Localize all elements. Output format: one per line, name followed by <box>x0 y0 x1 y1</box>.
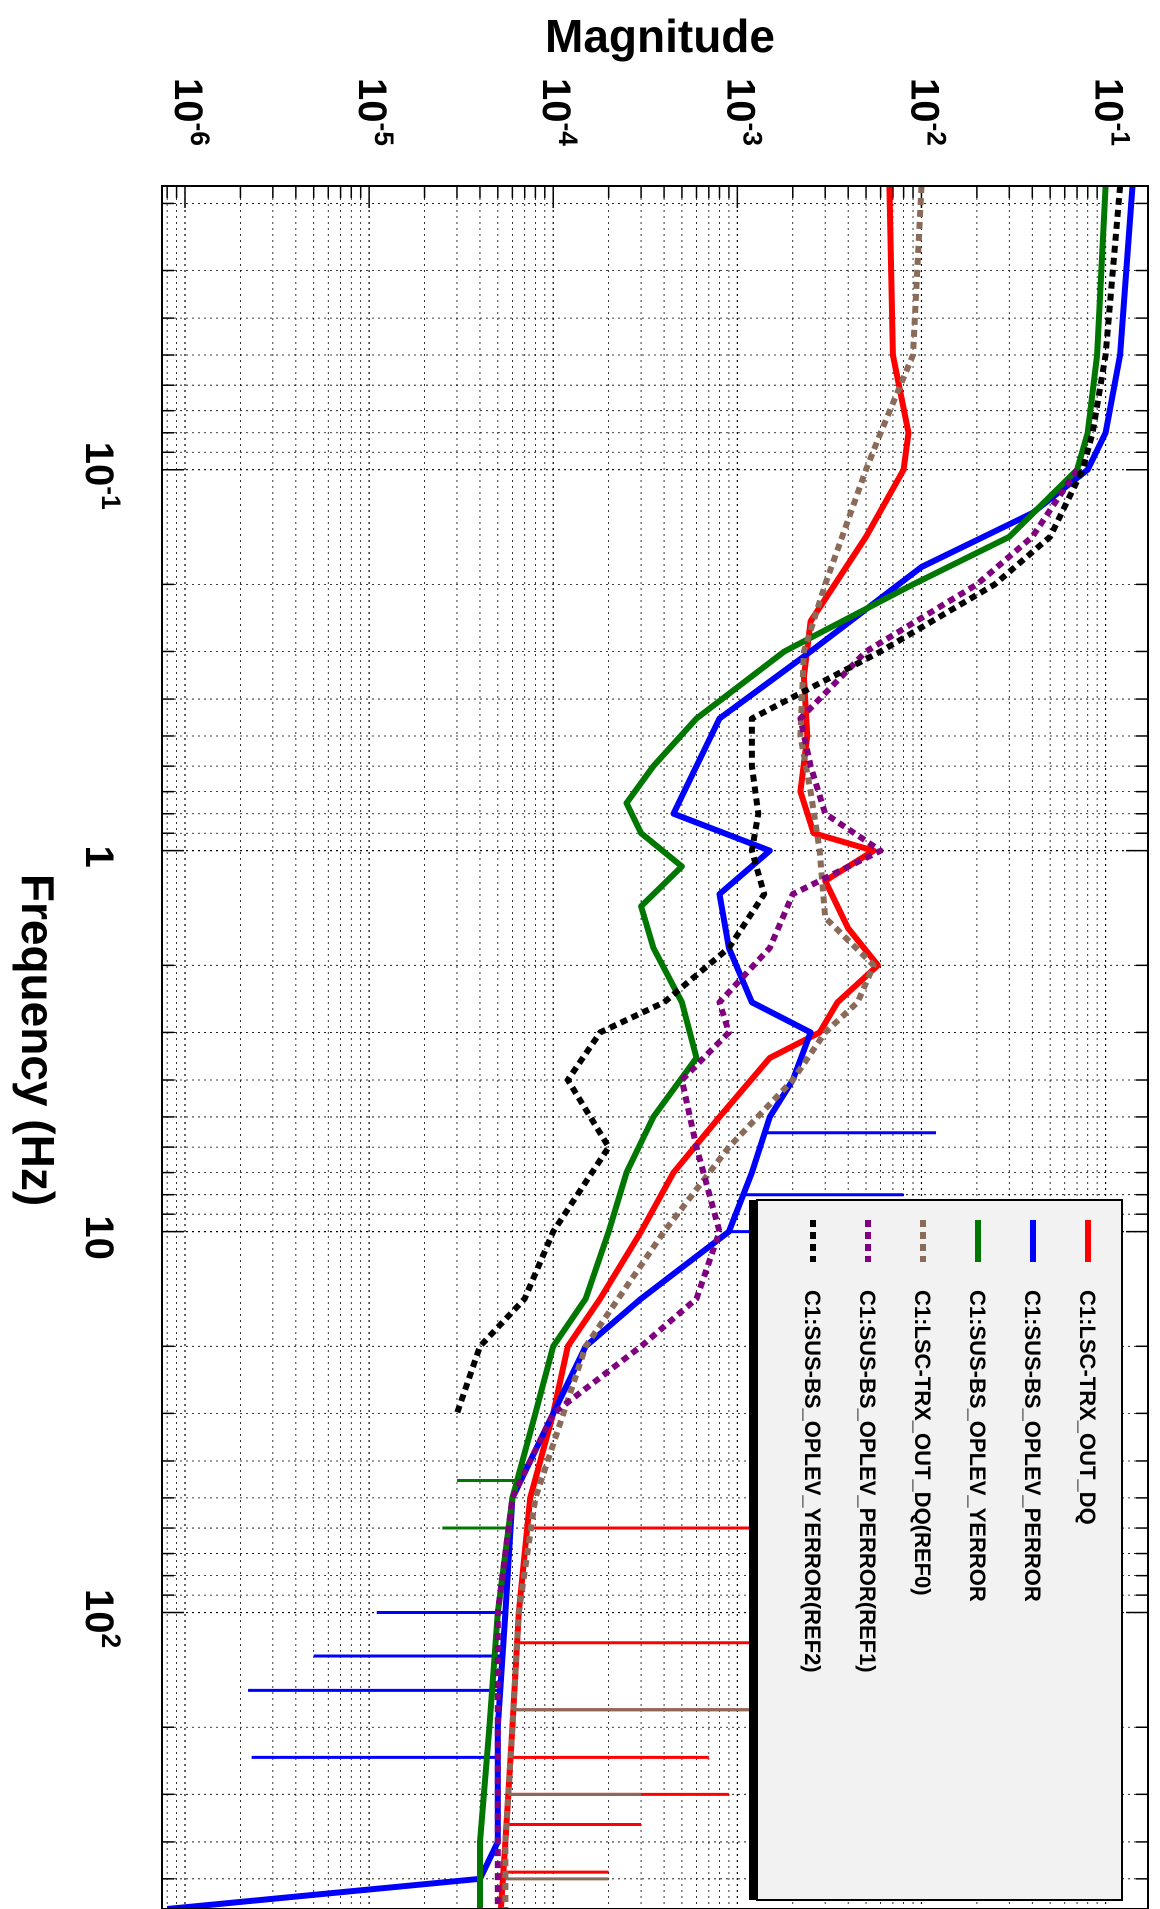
series-line-0 <box>497 185 912 1909</box>
x-tick-label: 10-1 <box>77 442 126 510</box>
legend-label-1: C1:SUS-BS_OPLEV_PERROR <box>1020 1290 1045 1602</box>
x-tick-label: 10 <box>77 1215 121 1260</box>
x-tick-label: 1 <box>77 846 121 868</box>
series-line-2 <box>477 185 1109 1909</box>
y-tick-label: 10-5 <box>350 78 399 146</box>
y-tick-label: 10-4 <box>534 78 583 146</box>
series-line-5 <box>454 185 1124 1415</box>
legend-label-5: C1:SUS-BS_OPLEV_YERROR(REF2) <box>800 1290 825 1673</box>
x-axis-title: Frequency (Hz) <box>12 874 64 1206</box>
series-line-4 <box>494 468 1080 1909</box>
y-tick-label: 10-6 <box>166 78 215 146</box>
legend: C1:LSC-TRX_OUT_DQ C1:SUS-BS_OPLEV_PERROR C… <box>749 1199 1123 1901</box>
y-axis-title: Magnitude <box>545 10 775 62</box>
legend-shadow <box>749 1200 757 1900</box>
y-tick-label: 10-2 <box>902 78 951 146</box>
legend-label-0: C1:LSC-TRX_OUT_DQ <box>1075 1290 1100 1525</box>
x-tick-label: 102 <box>77 1589 126 1648</box>
y-tick-label: 10-3 <box>718 78 767 146</box>
legend-label-3: C1:LSC-TRX_OUT_DQ(REF0) <box>910 1290 935 1596</box>
legend-label-2: C1:SUS-BS_OPLEV_YERROR <box>965 1290 990 1602</box>
minor-ticks <box>162 186 1148 1909</box>
legend-label-4: C1:SUS-BS_OPLEV_PERROR(REF1) <box>855 1290 880 1673</box>
tick-labels: 10-1 1 10 102 10-6 10-5 10-4 10-3 10-2 10-1 <box>77 78 1136 1648</box>
series-line-3 <box>502 185 925 1909</box>
series-line-1 <box>166 185 1136 1909</box>
plot-frame <box>161 185 1149 1909</box>
y-tick-label: 10-1 <box>1087 78 1136 146</box>
series-lines <box>166 185 1136 1909</box>
